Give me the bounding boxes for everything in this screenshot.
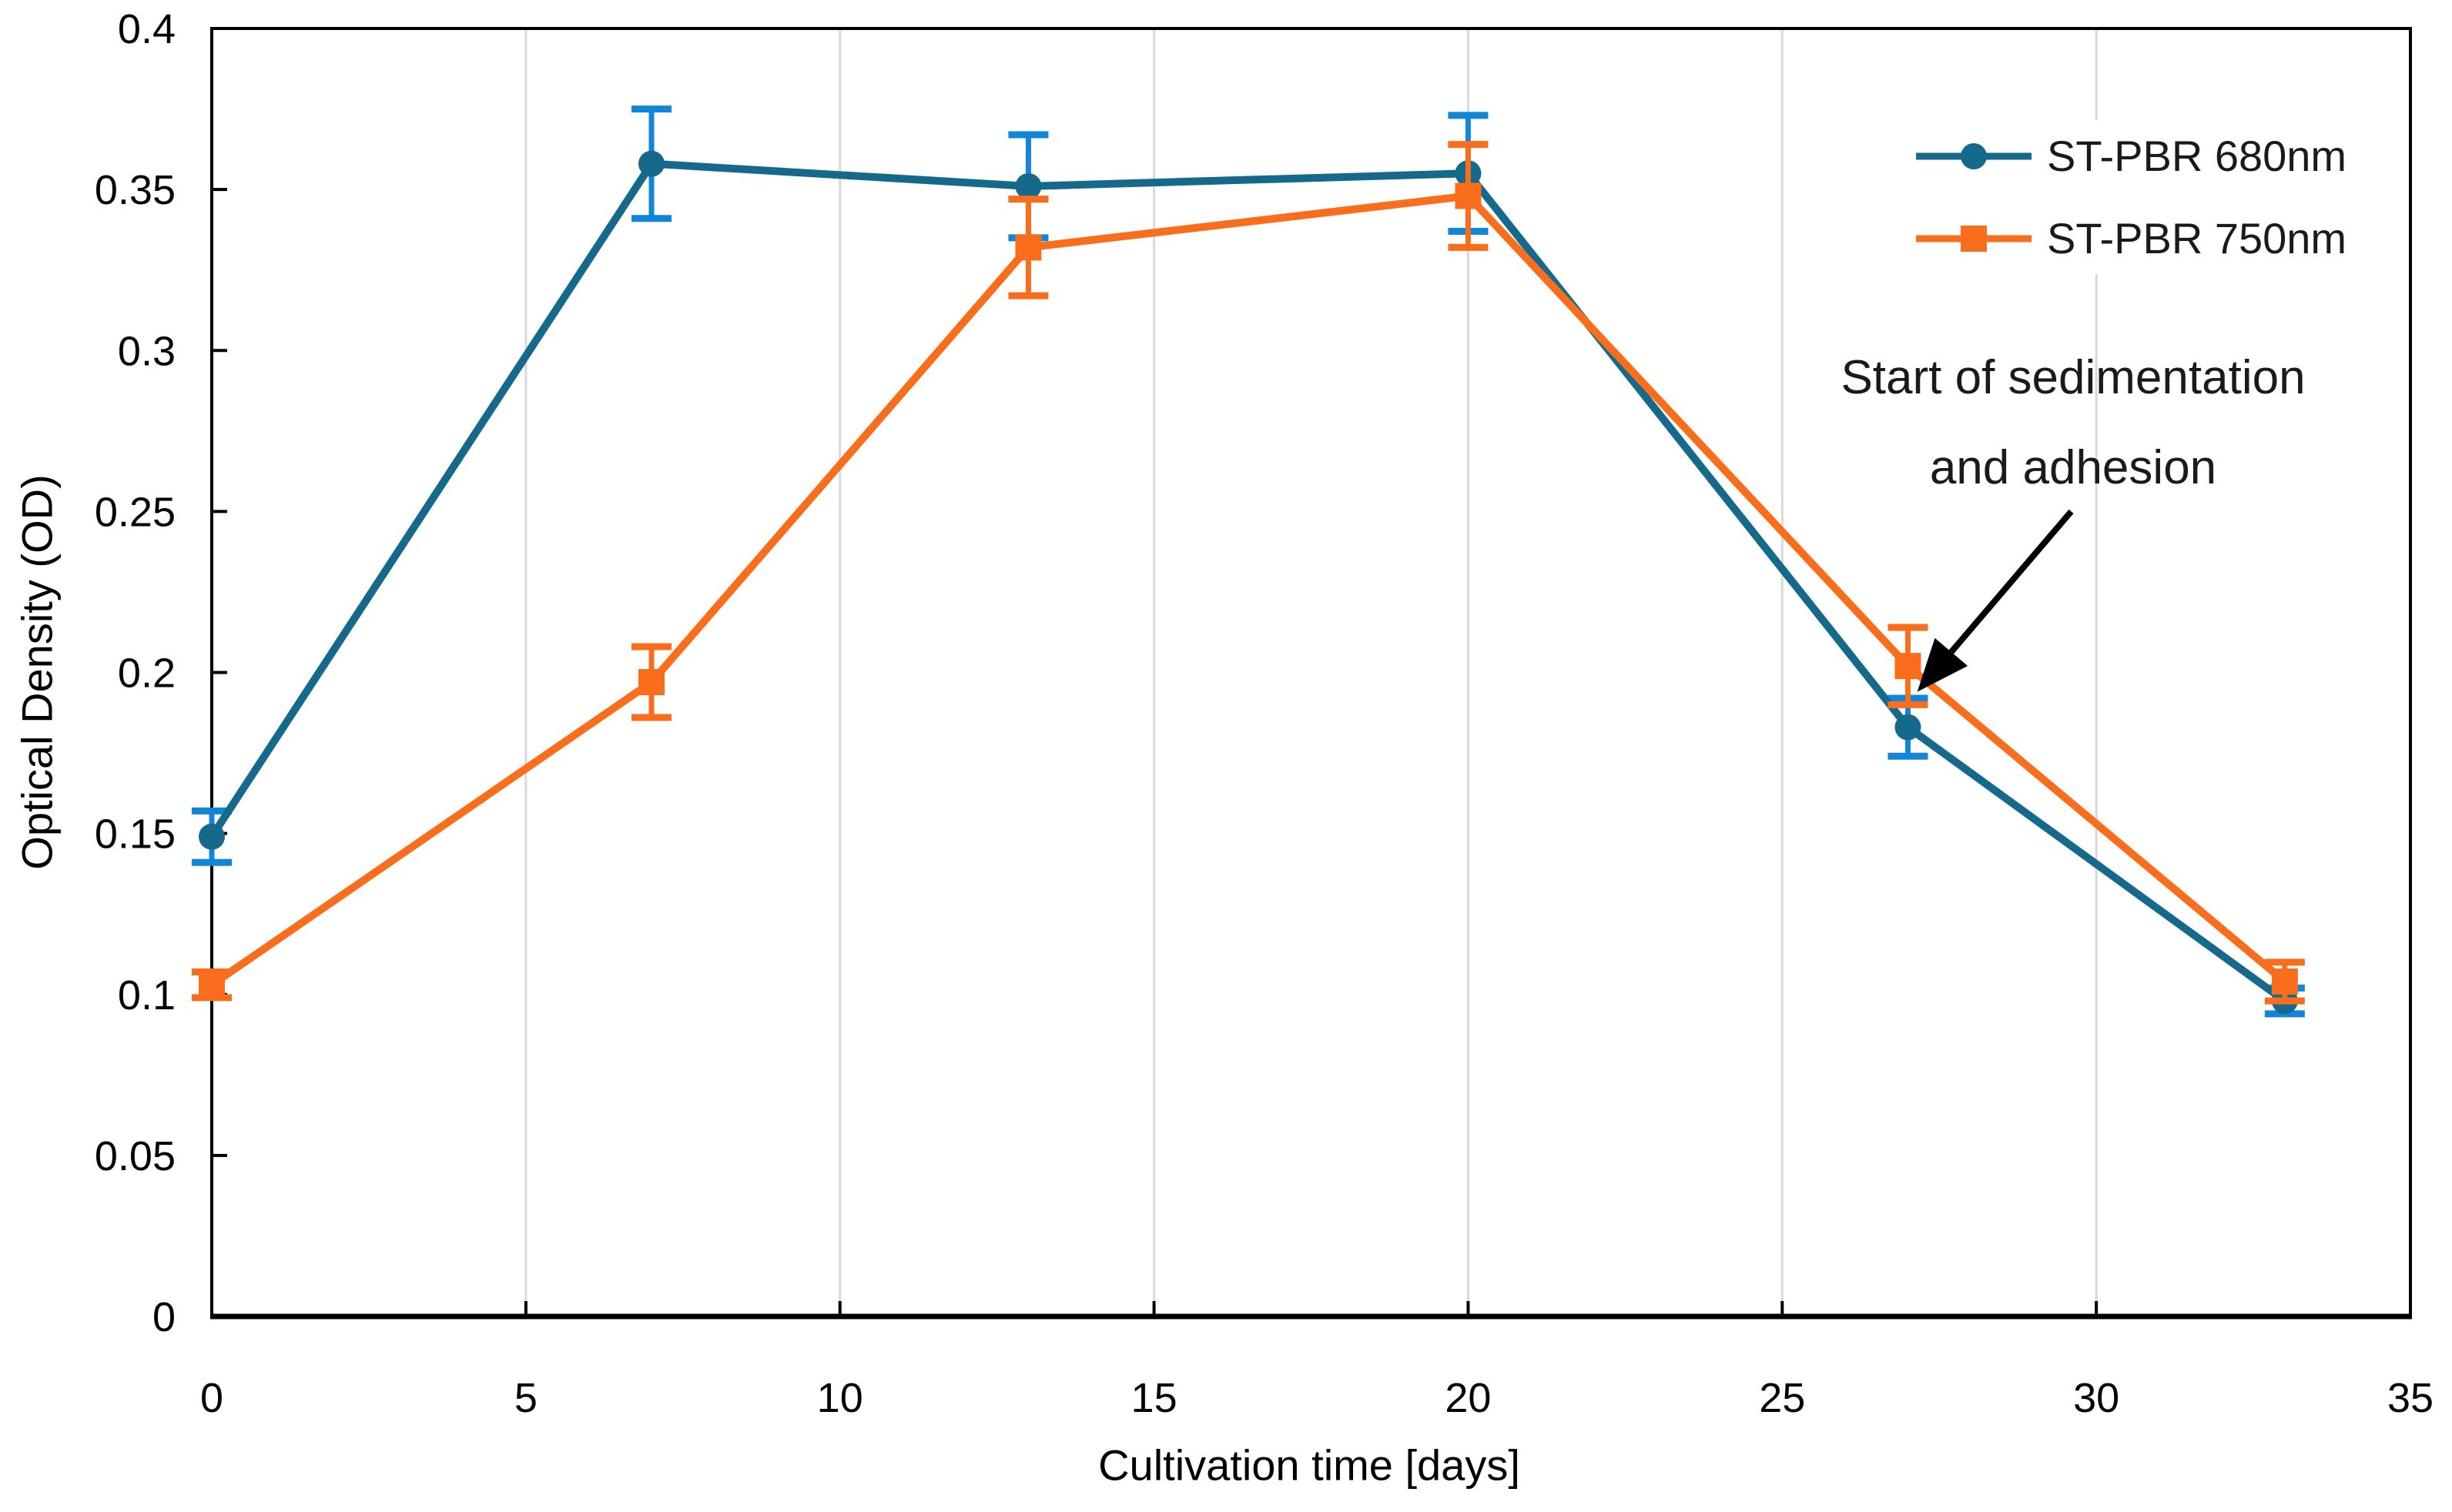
x-tick-label: 0 [200, 1375, 223, 1421]
legend-label: ST-PBR 750nm [2047, 214, 2347, 263]
x-tick-label: 35 [2387, 1375, 2434, 1421]
data-point-square [638, 669, 665, 696]
data-point-circle [1894, 714, 1921, 741]
data-point-square [1015, 234, 1042, 261]
x-tick-label: 20 [1445, 1375, 1491, 1421]
y-tick-label: 0.35 [95, 167, 176, 213]
x-tick-label: 5 [514, 1375, 538, 1421]
series-line-st-pbr-750nm [209, 192, 2288, 988]
data-point-square [2271, 968, 2298, 995]
data-point-circle [199, 823, 225, 850]
y-tick-label: 0 [152, 1294, 176, 1340]
y-tick-label: 0.1 [118, 972, 176, 1019]
x-axis-title: Cultivation time [days] [1098, 1440, 1520, 1490]
y-tick-label: 0.2 [118, 651, 176, 697]
legend-marker [1961, 142, 1987, 169]
x-tick-label: 30 [2073, 1375, 2119, 1421]
annotation-text: Start of sedimentation and adhesion [1841, 333, 2305, 513]
y-tick-label: 0.05 [95, 1133, 176, 1179]
legend-marker-circle-icon [1916, 142, 2032, 169]
y-tick-label: 0.4 [118, 6, 176, 52]
legend-item-st-pbr-750nm: ST-PBR 750nm [1916, 213, 2346, 263]
series-line-st-pbr-680nm [208, 159, 2287, 1005]
x-tick-label: 10 [817, 1375, 863, 1421]
y-tick-label: 0.15 [95, 811, 176, 858]
x-tick-label: 25 [1759, 1375, 1805, 1421]
x-tick-label: 15 [1131, 1375, 1177, 1421]
legend-item-st-pbr-680nm: ST-PBR 680nm [1916, 131, 2346, 181]
y-tick-label: 0.3 [118, 328, 176, 374]
y-tick-label: 0.25 [95, 489, 176, 535]
annotation-arrow [1948, 509, 2074, 654]
data-point-circle [638, 150, 665, 177]
legend-label: ST-PBR 680nm [2047, 132, 2347, 180]
legend-marker [1961, 225, 1987, 252]
legend-marker-square-icon [1916, 225, 2032, 252]
y-axis-title: Optical Density (OD) [12, 474, 62, 870]
data-point-square [199, 972, 225, 999]
annotation-line-1: Start of sedimentation [1841, 351, 2306, 404]
data-point-square [1894, 653, 1921, 680]
data-point-circle [1015, 172, 1042, 199]
annotation-line-2: and adhesion [1929, 441, 2217, 494]
legend: ST-PBR 680nm ST-PBR 750nm [1896, 120, 2367, 274]
data-point-square [1455, 182, 1482, 209]
annotation-arrowhead [1917, 637, 1968, 692]
